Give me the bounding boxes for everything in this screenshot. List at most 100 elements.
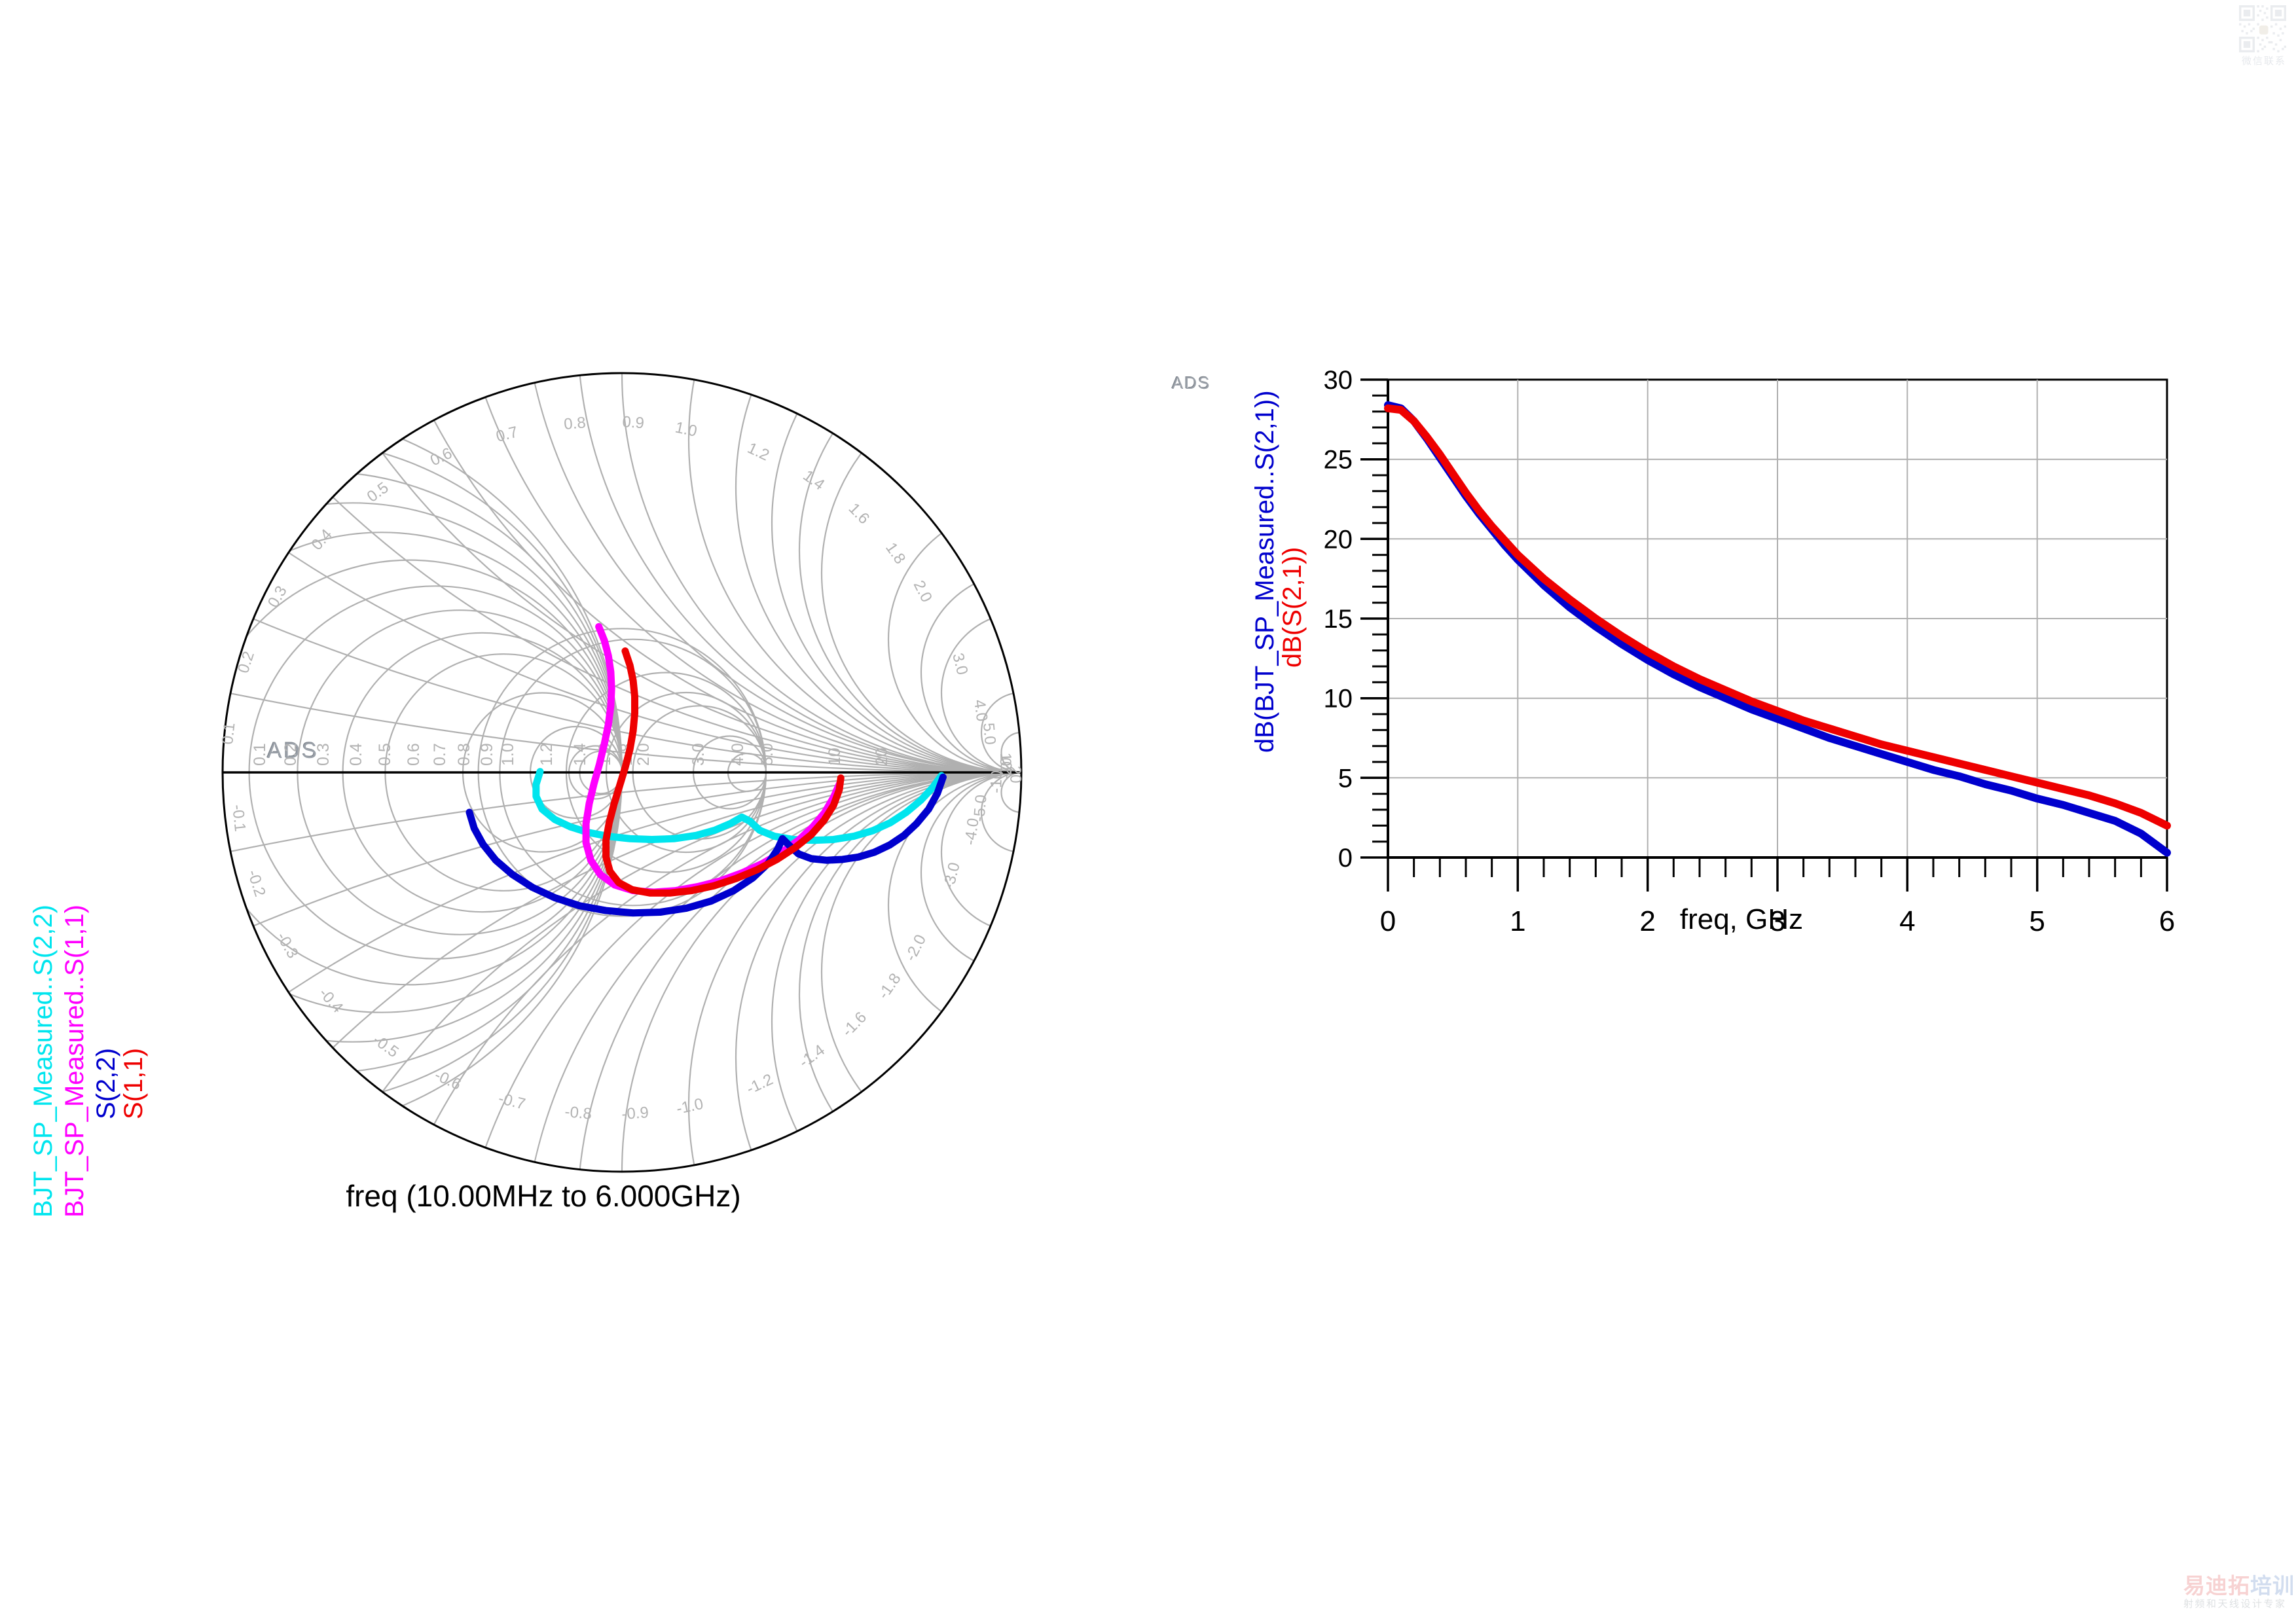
x-tick-label: 4 — [1899, 905, 1915, 937]
svg-text:0.7: 0.7 — [431, 743, 449, 766]
svg-text:0.4: 0.4 — [347, 743, 365, 766]
svg-text:3.0: 3.0 — [949, 651, 971, 677]
y-tick-label: 30 — [1324, 366, 1353, 395]
svg-text:-5.0: -5.0 — [970, 794, 991, 823]
svg-text:0.7: 0.7 — [494, 424, 520, 446]
smith-chart-plot: 0.1 0.2 0.3 0.4 0.5 0.6 0.7 0.8 0.9 1.0 … — [219, 372, 1024, 1173]
smith-chart-panel: BJT_SP_Measured..S(2,2) BJT_SP_Measured.… — [0, 327, 1080, 1276]
gain-trace — [1384, 404, 2171, 830]
svg-text:0.8: 0.8 — [563, 414, 587, 433]
brand-subtitle: 射频和天线设计专家 — [2183, 1598, 2287, 1610]
svg-text:20: 20 — [873, 748, 891, 766]
svg-text:0.4: 0.4 — [308, 526, 335, 554]
svg-text:2.0: 2.0 — [910, 577, 936, 605]
svg-text:-0.5: -0.5 — [369, 1031, 401, 1061]
x-axis-title: freq, GHz — [1679, 903, 1804, 935]
svg-text:4.0: 4.0 — [729, 743, 747, 766]
ads-watermark-smith: ADS — [267, 738, 319, 763]
brand-text-red: 易迪拓 — [2183, 1574, 2250, 1598]
legend-item-s11-measured: BJT_SP_Measured..S(1,1) — [60, 905, 89, 1218]
smith-chart-caption: freq (10.00MHz to 6.000GHz) — [346, 1179, 741, 1213]
smith-trace — [602, 647, 845, 897]
x-tick-label: 1 — [1510, 905, 1525, 937]
svg-text:-20: -20 — [997, 757, 1015, 780]
smith-data-traces — [465, 623, 947, 917]
svg-text:5.0: 5.0 — [979, 722, 999, 746]
wechat-qr-watermark: 微信联系 — [2213, 0, 2296, 72]
reactance-arcs — [223, 373, 1021, 1172]
svg-text:10: 10 — [826, 748, 844, 766]
svg-text:1.0: 1.0 — [499, 743, 517, 766]
svg-text:2.0: 2.0 — [634, 743, 653, 766]
svg-text:0.3: 0.3 — [314, 743, 333, 766]
svg-text:-0.1: -0.1 — [228, 804, 249, 833]
svg-text:20: 20 — [1006, 766, 1024, 784]
svg-text:1.0: 1.0 — [674, 418, 699, 440]
svg-text:-0.8: -0.8 — [564, 1103, 592, 1123]
svg-text:1.4: 1.4 — [799, 467, 828, 494]
smith-trace — [532, 768, 945, 844]
brand-text-blue: 培训 — [2250, 1574, 2295, 1598]
svg-text:1.4: 1.4 — [571, 743, 589, 766]
gridlines — [1388, 380, 2167, 857]
svg-text:0.6: 0.6 — [405, 743, 423, 766]
svg-text:0.1: 0.1 — [219, 722, 238, 746]
svg-text:-3.0: -3.0 — [940, 861, 964, 892]
svg-text:-1.6: -1.6 — [839, 1009, 870, 1041]
ads-watermark-rect: ADS — [1172, 373, 1211, 393]
y-tick-label: 20 — [1324, 525, 1353, 554]
resistance-tick-labels: 0.1 0.2 0.3 0.4 0.5 0.6 0.7 0.8 0.9 1.0 … — [251, 743, 891, 766]
gain-plot-panel: ADS dB(BJT_SP_Measured..S(2,1)) dB(S(2,1… — [1165, 327, 2278, 1178]
svg-text:-0.4: -0.4 — [316, 984, 347, 1017]
svg-text:0.6: 0.6 — [428, 444, 455, 470]
svg-text:-1.0: -1.0 — [675, 1095, 705, 1118]
x-minor-ticks — [1413, 857, 2142, 877]
svg-text:-10: -10 — [987, 770, 1006, 794]
x-tick-label: 2 — [1639, 905, 1655, 937]
svg-text:-2.0: -2.0 — [902, 932, 930, 964]
svg-text:-0.2: -0.2 — [244, 868, 268, 899]
svg-text:-0.3: -0.3 — [273, 929, 302, 962]
svg-text:10: 10 — [996, 752, 1015, 770]
svg-text:0.5: 0.5 — [376, 743, 394, 766]
x-tick-labels: 0 1 2 3 4 5 6 — [1380, 905, 2175, 937]
x-tick-label: 3 — [1770, 905, 1785, 937]
svg-text:1.8: 1.8 — [882, 539, 909, 568]
svg-text:0.9: 0.9 — [622, 413, 645, 432]
svg-text:1.2: 1.2 — [744, 439, 772, 465]
svg-text:0.2: 0.2 — [234, 649, 258, 676]
y-tick-label: 10 — [1324, 685, 1353, 713]
y-tick-label: 0 — [1338, 844, 1353, 873]
svg-text:-4.0: -4.0 — [961, 817, 982, 846]
brand-watermark: 易迪拓培训 射频和天线设计专家 — [2183, 1574, 2295, 1620]
svg-text:3.0: 3.0 — [689, 743, 708, 766]
svg-text:-1.2: -1.2 — [744, 1070, 776, 1098]
qr-code-icon — [2239, 5, 2286, 52]
svg-text:-0.9: -0.9 — [621, 1104, 649, 1123]
svg-text:0.1: 0.1 — [251, 743, 269, 766]
gain-plot-svg: 0 5 10 15 20 25 30 0 1 2 3 4 5 6 — [1324, 366, 2176, 937]
qr-caption: 微信联系 — [2241, 56, 2286, 67]
x-major-ticks — [1387, 857, 2168, 892]
y-axis-label-blue: dB(BJT_SP_Measured..S(2,1)) — [1250, 390, 1279, 753]
smith-chart-legend: BJT_SP_Measured..S(2,2) BJT_SP_Measured.… — [20, 694, 177, 1218]
y-major-ticks — [1360, 378, 1388, 859]
legend-item-s22: S(2,2) — [92, 1048, 120, 1119]
svg-text:0.8: 0.8 — [455, 743, 473, 766]
y-tick-labels: 0 5 10 15 20 25 30 — [1324, 366, 1353, 873]
svg-text:5.0: 5.0 — [758, 743, 776, 766]
svg-text:-1.4: -1.4 — [796, 1041, 828, 1072]
svg-text:0.2: 0.2 — [282, 743, 300, 766]
x-tick-label: 6 — [2159, 905, 2175, 937]
legend-item-s11: S(1,1) — [119, 1048, 148, 1119]
x-tick-label: 5 — [2029, 905, 2045, 937]
legend-item-s22-measured: BJT_SP_Measured..S(2,2) — [29, 905, 58, 1218]
y-tick-label: 5 — [1338, 764, 1353, 793]
y-tick-label: 15 — [1324, 605, 1353, 634]
svg-text:1.2: 1.2 — [538, 743, 556, 766]
svg-text:0.9: 0.9 — [478, 743, 496, 766]
y-minor-ticks — [1372, 394, 1388, 843]
svg-text:0.5: 0.5 — [364, 478, 392, 505]
x-tick-label: 0 — [1380, 905, 1396, 937]
y-tick-label: 25 — [1324, 446, 1353, 475]
